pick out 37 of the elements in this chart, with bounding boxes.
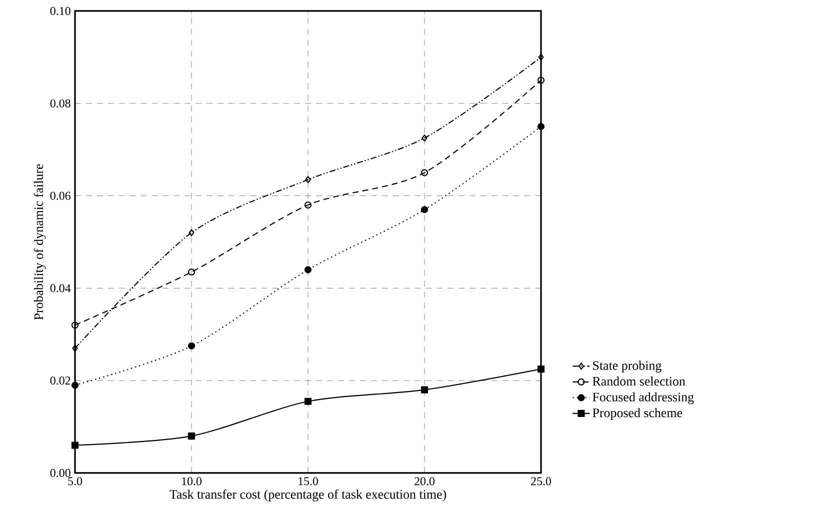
point [188, 229, 194, 236]
y-tick-label: 0.00 [50, 468, 70, 478]
point [71, 442, 79, 449]
point [188, 268, 196, 276]
x-tick-label: 20.0 [414, 477, 435, 486]
point [71, 382, 79, 389]
point [420, 169, 428, 176]
point [304, 266, 312, 274]
point [71, 322, 79, 329]
legend-label: State probing [593, 360, 662, 373]
y-tick-label: 0.04 [50, 284, 71, 292]
point [188, 432, 196, 440]
point [537, 76, 545, 84]
point [538, 54, 544, 61]
y-tick-label: 0.08 [50, 99, 70, 108]
x-tick-label: 25.0 [531, 477, 552, 486]
point [72, 344, 78, 352]
y-tick-label: 0.10 [50, 6, 70, 16]
y-axis-title: Probability of dynamic failure [34, 164, 46, 320]
y-tick-label: 0.06 [50, 192, 70, 200]
point [188, 342, 196, 350]
point [420, 206, 428, 214]
legend-label: Focused addressing [592, 392, 694, 404]
x-tick-label: 5.0 [68, 477, 82, 486]
legend-label: Proposed scheme [592, 408, 682, 420]
point [422, 134, 428, 142]
point [304, 398, 312, 405]
legend-label: Random selection [592, 376, 686, 386]
point [537, 365, 545, 373]
y-tick-label: 0.02 [50, 376, 70, 385]
point [420, 386, 428, 394]
point [304, 201, 312, 209]
x-axis-title: Task transfer cost (percentage of task execution time) [170, 489, 446, 502]
point [537, 122, 545, 130]
point [305, 176, 311, 184]
x-tick-label: 15.0 [298, 477, 318, 486]
x-tick-label: 10.0 [182, 477, 202, 486]
